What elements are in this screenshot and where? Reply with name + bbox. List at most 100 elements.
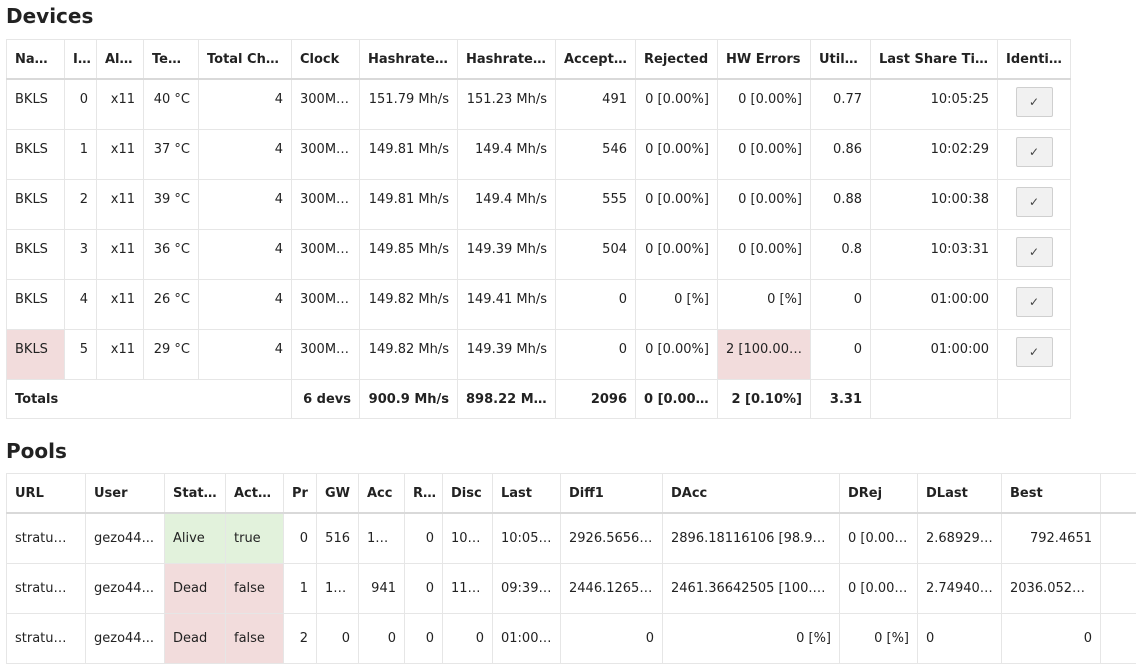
col-status: Status (165, 474, 226, 514)
device-total-chips: 4 (199, 280, 292, 330)
device-algo: x11 (97, 230, 144, 280)
col-drej: DRej (840, 474, 918, 514)
totals-devs: 6 devs (292, 380, 360, 419)
device-identify-cell: ✓ (998, 130, 1071, 180)
pool-drej: 0 [0.00%] (840, 564, 918, 614)
identify-button[interactable]: ✓ (1016, 337, 1053, 367)
identify-button[interactable]: ✓ (1016, 287, 1053, 317)
pool-user: gezo44... (86, 614, 165, 664)
identify-button[interactable]: ✓ (1016, 237, 1053, 267)
device-hw-errors: 0 [0.00%] (718, 230, 811, 280)
pool-dlast: 2.74940722 (918, 564, 1002, 614)
device-hw-errors: 0 [%] (718, 280, 811, 330)
pool-last: 01:00:00 (493, 614, 561, 664)
device-rejected: 0 [0.00%] (636, 180, 718, 230)
device-algo: x11 (97, 130, 144, 180)
device-hw-errors: 0 [0.00%] (718, 180, 811, 230)
device-hashrate-5s: 149.85 Mh/s (360, 230, 458, 280)
pool-gw: 0 (317, 614, 359, 664)
totals-hashrate-av: 898.22 Mh/s (458, 380, 556, 419)
device-last-share-time: 10:03:31 (871, 230, 998, 280)
totals-utility: 3.31 (811, 380, 871, 419)
device-identify-cell: ✓ (998, 230, 1071, 280)
col-rejected: Rejected (636, 40, 718, 80)
identify-button[interactable]: ✓ (1016, 87, 1053, 117)
device-hashrate-av: 149.39 Mh/s (458, 330, 556, 380)
device-identify-cell: ✓ (998, 330, 1071, 380)
device-name: BKLS (7, 280, 65, 330)
device-total-chips: 4 (199, 180, 292, 230)
device-identify-cell: ✓ (998, 79, 1071, 130)
device-rejected: 0 [0.00%] (636, 330, 718, 380)
device-hashrate-5s: 149.81 Mh/s (360, 130, 458, 180)
device-temp: 36 °C (144, 230, 199, 280)
device-hashrate-5s: 149.82 Mh/s (360, 330, 458, 380)
devices-header-row: Name ID Algo Temp Total Chips Clock Hash… (7, 40, 1071, 80)
device-utility: 0.77 (811, 79, 871, 130)
pool-disc: 10947 (443, 513, 493, 564)
device-temp: 39 °C (144, 180, 199, 230)
pool-extra (1101, 564, 1136, 614)
device-name: BKLS (7, 230, 65, 280)
devices-totals-row: Totals 6 devs 900.9 Mh/s 898.22 Mh/s 209… (7, 380, 1071, 419)
col-best: Best (1002, 474, 1101, 514)
devices-table: Name ID Algo Temp Total Chips Clock Hash… (6, 39, 1071, 419)
device-id: 2 (65, 180, 97, 230)
pool-priority: 2 (284, 614, 317, 664)
col-id: ID (65, 40, 97, 80)
pool-url: stratum+tcp (7, 564, 86, 614)
identify-button[interactable]: ✓ (1016, 187, 1053, 217)
pool-last: 09:39:46 (493, 564, 561, 614)
pool-priority: 1 (284, 564, 317, 614)
pool-active: true (226, 513, 284, 564)
pools-heading: Pools (6, 439, 67, 463)
pool-diff1: 2926.565625 (561, 513, 663, 564)
device-clock: 300MHz (292, 230, 360, 280)
device-total-chips: 4 (199, 330, 292, 380)
device-algo: x11 (97, 330, 144, 380)
device-temp: 26 °C (144, 280, 199, 330)
pool-drej: 0 [0.00%] (840, 513, 918, 564)
device-identify-cell: ✓ (998, 180, 1071, 230)
device-identify-cell: ✓ (998, 280, 1071, 330)
col-hashrate-5s: Hashrate 5s (360, 40, 458, 80)
device-accepted: 555 (556, 180, 636, 230)
device-id: 0 (65, 79, 97, 130)
device-utility: 0.88 (811, 180, 871, 230)
device-rejected: 0 [0.00%] (636, 130, 718, 180)
pools-table: URL User Status Active Pr GW Acc Rej Dis… (6, 473, 1136, 664)
pool-disc: 0 (443, 614, 493, 664)
device-hashrate-av: 149.4 Mh/s (458, 180, 556, 230)
pool-rej: 0 (405, 614, 443, 664)
pool-dlast: 2.68929542 (918, 513, 1002, 564)
device-hashrate-5s: 149.82 Mh/s (360, 280, 458, 330)
device-hashrate-av: 149.39 Mh/s (458, 230, 556, 280)
pool-status: Dead (165, 564, 226, 614)
totals-accepted: 2096 (556, 380, 636, 419)
device-utility: 0 (811, 280, 871, 330)
pool-url: stratum+tcp (7, 614, 86, 664)
device-hw-errors: 0 [0.00%] (718, 79, 811, 130)
device-accepted: 491 (556, 79, 636, 130)
device-name: BKLS (7, 130, 65, 180)
device-last-share-time: 01:00:00 (871, 280, 998, 330)
pool-row: stratum+tcpgezo44...Deadfalse11252941011… (7, 564, 1136, 614)
device-accepted: 0 (556, 330, 636, 380)
totals-empty (998, 380, 1071, 419)
col-active: Active (226, 474, 284, 514)
totals-empty (871, 380, 998, 419)
totals-rejected: 0 [0.00%] (636, 380, 718, 419)
pool-url: stratum+tcp (7, 513, 86, 564)
pool-dacc: 2896.18116106 [98.96%] (663, 513, 840, 564)
totals-label: Totals (7, 380, 292, 419)
col-identify: Identify (998, 40, 1071, 80)
col-rej: Rej (405, 474, 443, 514)
pool-user: gezo44... (86, 513, 165, 564)
device-clock: 300MHz (292, 280, 360, 330)
identify-button[interactable]: ✓ (1016, 137, 1053, 167)
device-accepted: 0 (556, 280, 636, 330)
col-dacc: DAcc (663, 474, 840, 514)
col-hw-errors: HW Errors (718, 40, 811, 80)
